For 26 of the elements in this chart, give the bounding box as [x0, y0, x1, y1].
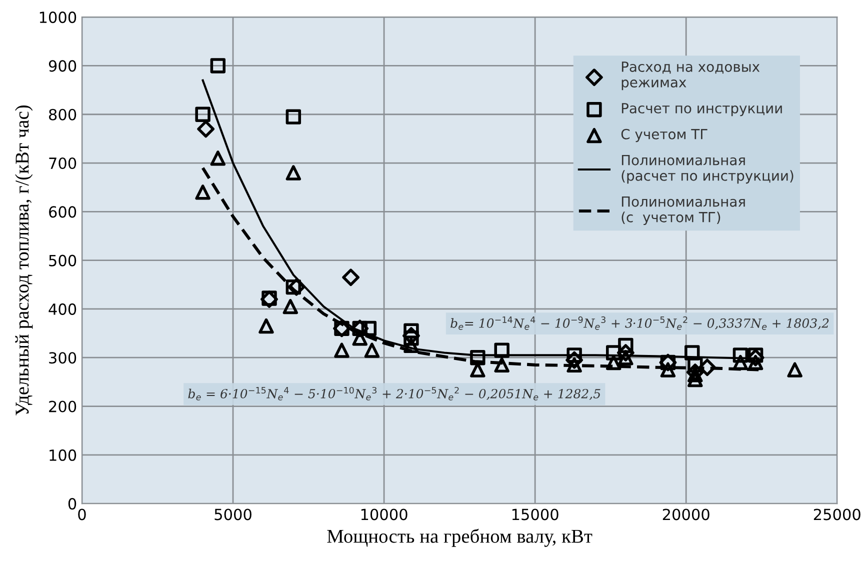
y-tick-label: 200 [49, 400, 76, 412]
x-tick-label: 0 [78, 508, 86, 520]
y-tick-label: 600 [49, 206, 76, 218]
x-tick-label: 10000 [361, 508, 408, 520]
y-tick-label: 900 [48, 60, 76, 72]
x-tick-label: 20000 [662, 508, 710, 520]
text: b$_{e}$ = 6·10$^{−15}$N$_{e}$$^{4}$ − 5·10$^{−10}$N$_{e}$$^{3}$ + 2·10$^{−5}$N$_{e}$$^{2}$ − 0,2051N$_{e}$ + 1282,5 [188, 386, 600, 400]
y-tick-label: 400 [48, 303, 76, 315]
x-tick-label: 15000 [512, 508, 558, 520]
y-tick-label: 300 [49, 352, 76, 364]
y-tick-label: 700 [49, 157, 76, 170]
x-tick-label: 5000 [214, 508, 252, 520]
text: b$_{e}$= 10$^{−14}$N$_{e}$$^{4}$ − 10$^{−9}$N$_{e}$$^{3}$ + 3·10$^{−5}$N$_{e}$$^{2}$ − 0,3337N$_{e}$ + 1803,2 [450, 316, 829, 330]
y-tick-label: 1000 [40, 12, 76, 24]
y-tick-label: 100 [50, 449, 76, 461]
legend-label: С учетом ТГ [621, 128, 708, 142]
x-tick-label: 25000 [814, 508, 860, 520]
y-tick-label: 0 [68, 498, 76, 510]
x-axis-title: Мощность на гребном валу, кВт [327, 528, 592, 547]
legend-label: Полиномиальная (с учетом ТГ) [622, 196, 745, 226]
legend-label: Расчет по инструкции [622, 103, 782, 116]
y-tick-label: 800 [49, 108, 76, 120]
y-tick-label: 500 [49, 254, 76, 266]
legend-label: Полиномиальная (расчет по инструкции) [622, 155, 794, 184]
legend-label: Расход на ходовых режимах [622, 62, 760, 90]
y-axis-title: Удельный расход топлива, г/(кВт час) [15, 105, 33, 416]
